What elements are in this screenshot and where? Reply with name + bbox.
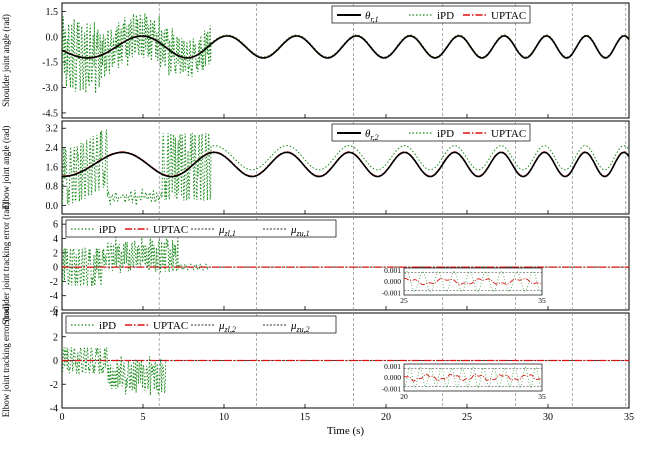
- legend-label-base: θ: [365, 10, 371, 22]
- y-tick-label: 0.0: [46, 201, 59, 212]
- y-tick-label: -4.5: [42, 108, 58, 119]
- legend-label: μzl,2: [218, 320, 236, 334]
- y-tick-label: -6: [50, 306, 58, 317]
- series-group: [62, 13, 629, 94]
- x-tick-label: 25: [462, 412, 472, 423]
- legend-label-base: μ: [290, 320, 297, 332]
- y-tick-label: -2: [50, 277, 58, 288]
- panel-shoulder-angle: 1.5 0.0 -1.5 -3.0 -4.5 Shoulder joint angle (…: [1, 2, 630, 119]
- legend: iPD UPTAC μzl,1 μzu,1: [65, 219, 337, 238]
- legend: θr,1 iPD UPTAC: [331, 5, 531, 24]
- legend-label-sub: r,1: [370, 15, 378, 24]
- y-tick-label: 2.4: [46, 143, 59, 154]
- legend-label-base: θ: [365, 128, 371, 140]
- inset-uptac-line: [403, 277, 543, 286]
- y-tick-label: 4: [53, 234, 58, 245]
- x-axis-label: Time (s): [327, 425, 365, 437]
- y-tick-label: -2: [50, 380, 58, 391]
- y-axis-label: Shoulder joint tracking error (rad): [1, 202, 11, 324]
- panel-shoulder-error: 6 4 2 0 -2 -4 -6 Shoulder joint tracking error …: [1, 202, 630, 325]
- y-tick-label: 3.2: [46, 124, 59, 135]
- y-tick-label: 2: [53, 248, 58, 259]
- legend-label-base: μ: [290, 224, 297, 236]
- legend-label: UPTAC: [491, 10, 526, 22]
- y-axis-label: Elbow joint angle (rad): [1, 126, 11, 210]
- y-tick-label: 1.5: [46, 7, 59, 18]
- legend-label: iPD: [437, 128, 454, 140]
- inset-y-tick-label: 0.000: [384, 373, 401, 382]
- x-tick-label: 10: [219, 412, 229, 423]
- inset-uptac-line: [403, 373, 543, 382]
- y-tick-label: -3.0: [42, 83, 58, 94]
- y-tick-label: -1.5: [42, 58, 58, 69]
- y-tick-label: 0.0: [46, 32, 59, 43]
- series-ipd-line: [62, 129, 629, 206]
- legend-label-sub: zu,2: [296, 325, 310, 334]
- inset-x-tick-label: 35: [538, 296, 546, 305]
- legend-label-base: μ: [218, 224, 225, 236]
- inset-y-tick-label: 0.000: [384, 277, 401, 286]
- x-tick-label: 30: [543, 412, 553, 423]
- legend: iPD UPTAC μzl,2 μzu,2: [65, 315, 337, 334]
- y-tick-label: 0.8: [46, 182, 59, 193]
- series-r2-line: [62, 151, 629, 178]
- legend-label: iPD: [437, 10, 454, 22]
- x-tick-label: 0: [60, 412, 65, 423]
- x-tick-label: 5: [141, 412, 146, 423]
- inset-ipd-line: [403, 270, 543, 293]
- legend-box: [65, 315, 337, 334]
- inset-frame: [403, 267, 543, 296]
- y-tick-label: -4: [50, 404, 58, 415]
- legend-label-sub: r,2: [370, 133, 378, 142]
- inset-y-tick-label: -0.001: [382, 288, 402, 297]
- legend: θr,2 iPD UPTAC: [331, 123, 531, 142]
- legend-label: UPTAC: [153, 224, 188, 236]
- legend-label: UPTAC: [491, 128, 526, 140]
- inset-x-tick-label: 20: [400, 392, 408, 401]
- y-tick-label: 4: [53, 309, 58, 320]
- legend-label: θr,1: [365, 10, 379, 24]
- legend-label-sub: zu,1: [296, 229, 310, 238]
- inset-y-tick-label: 0.001: [384, 362, 401, 371]
- legend-label: iPD: [99, 320, 116, 332]
- legend-label: iPD: [99, 224, 116, 236]
- legend-label: μzu,1: [290, 224, 310, 238]
- inset-y-tick-label: -0.001: [382, 384, 402, 393]
- y-tick-label: 0: [53, 263, 58, 274]
- legend-label: μzu,2: [290, 320, 310, 334]
- y-tick-label: 2: [53, 332, 58, 343]
- legend-label-sub: zl,2: [224, 325, 236, 334]
- inset-y-tick-label: 0.001: [384, 266, 401, 275]
- series-group: [62, 237, 629, 287]
- series-group: [62, 346, 629, 396]
- series-group: [62, 129, 629, 206]
- legend-label-base: μ: [218, 320, 225, 332]
- y-tick-label: -4: [50, 291, 58, 302]
- y-tick-label: 6: [53, 220, 58, 231]
- inset-x-tick-label: 35: [538, 392, 546, 401]
- panel-elbow-angle: 3.2 2.4 1.6 0.8 0.0 Elbow joint angle (rad) θr…: [1, 120, 630, 215]
- inset-x-tick-label: 25: [400, 296, 408, 305]
- x-tick-label: 35: [624, 412, 634, 423]
- y-tick-label: 0: [53, 356, 58, 367]
- legend-label-sub: zl,1: [224, 229, 236, 238]
- legend-box: [65, 219, 337, 238]
- y-tick-label: 1.6: [46, 162, 59, 173]
- x-tick-label: 20: [381, 412, 391, 423]
- series-r1-line: [62, 35, 629, 59]
- y-axis-label: Elbow joint tracking error (rad): [1, 304, 11, 417]
- legend-label: μzl,1: [218, 224, 236, 238]
- inset-ipd-line: [403, 366, 543, 389]
- legend-label: UPTAC: [153, 320, 188, 332]
- legend-label: θr,2: [365, 128, 379, 142]
- x-tick-label: 15: [300, 412, 310, 423]
- y-axis-label: Shoulder joint angle (rad): [1, 14, 11, 107]
